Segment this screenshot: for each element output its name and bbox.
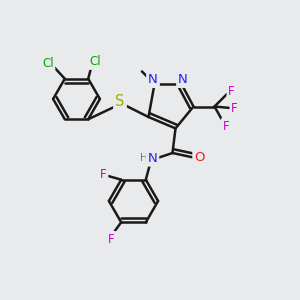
Text: F: F — [100, 168, 106, 181]
Text: N: N — [178, 73, 188, 86]
Text: N: N — [148, 73, 158, 86]
Text: S: S — [115, 94, 125, 110]
Text: F: F — [108, 232, 115, 246]
Text: F: F — [223, 119, 229, 133]
Text: O: O — [194, 151, 205, 164]
Text: F: F — [231, 101, 238, 115]
Text: F: F — [228, 85, 235, 98]
Text: Cl: Cl — [42, 57, 53, 70]
Text: H: H — [140, 153, 147, 163]
Text: N: N — [148, 152, 157, 165]
Text: Cl: Cl — [89, 55, 100, 68]
